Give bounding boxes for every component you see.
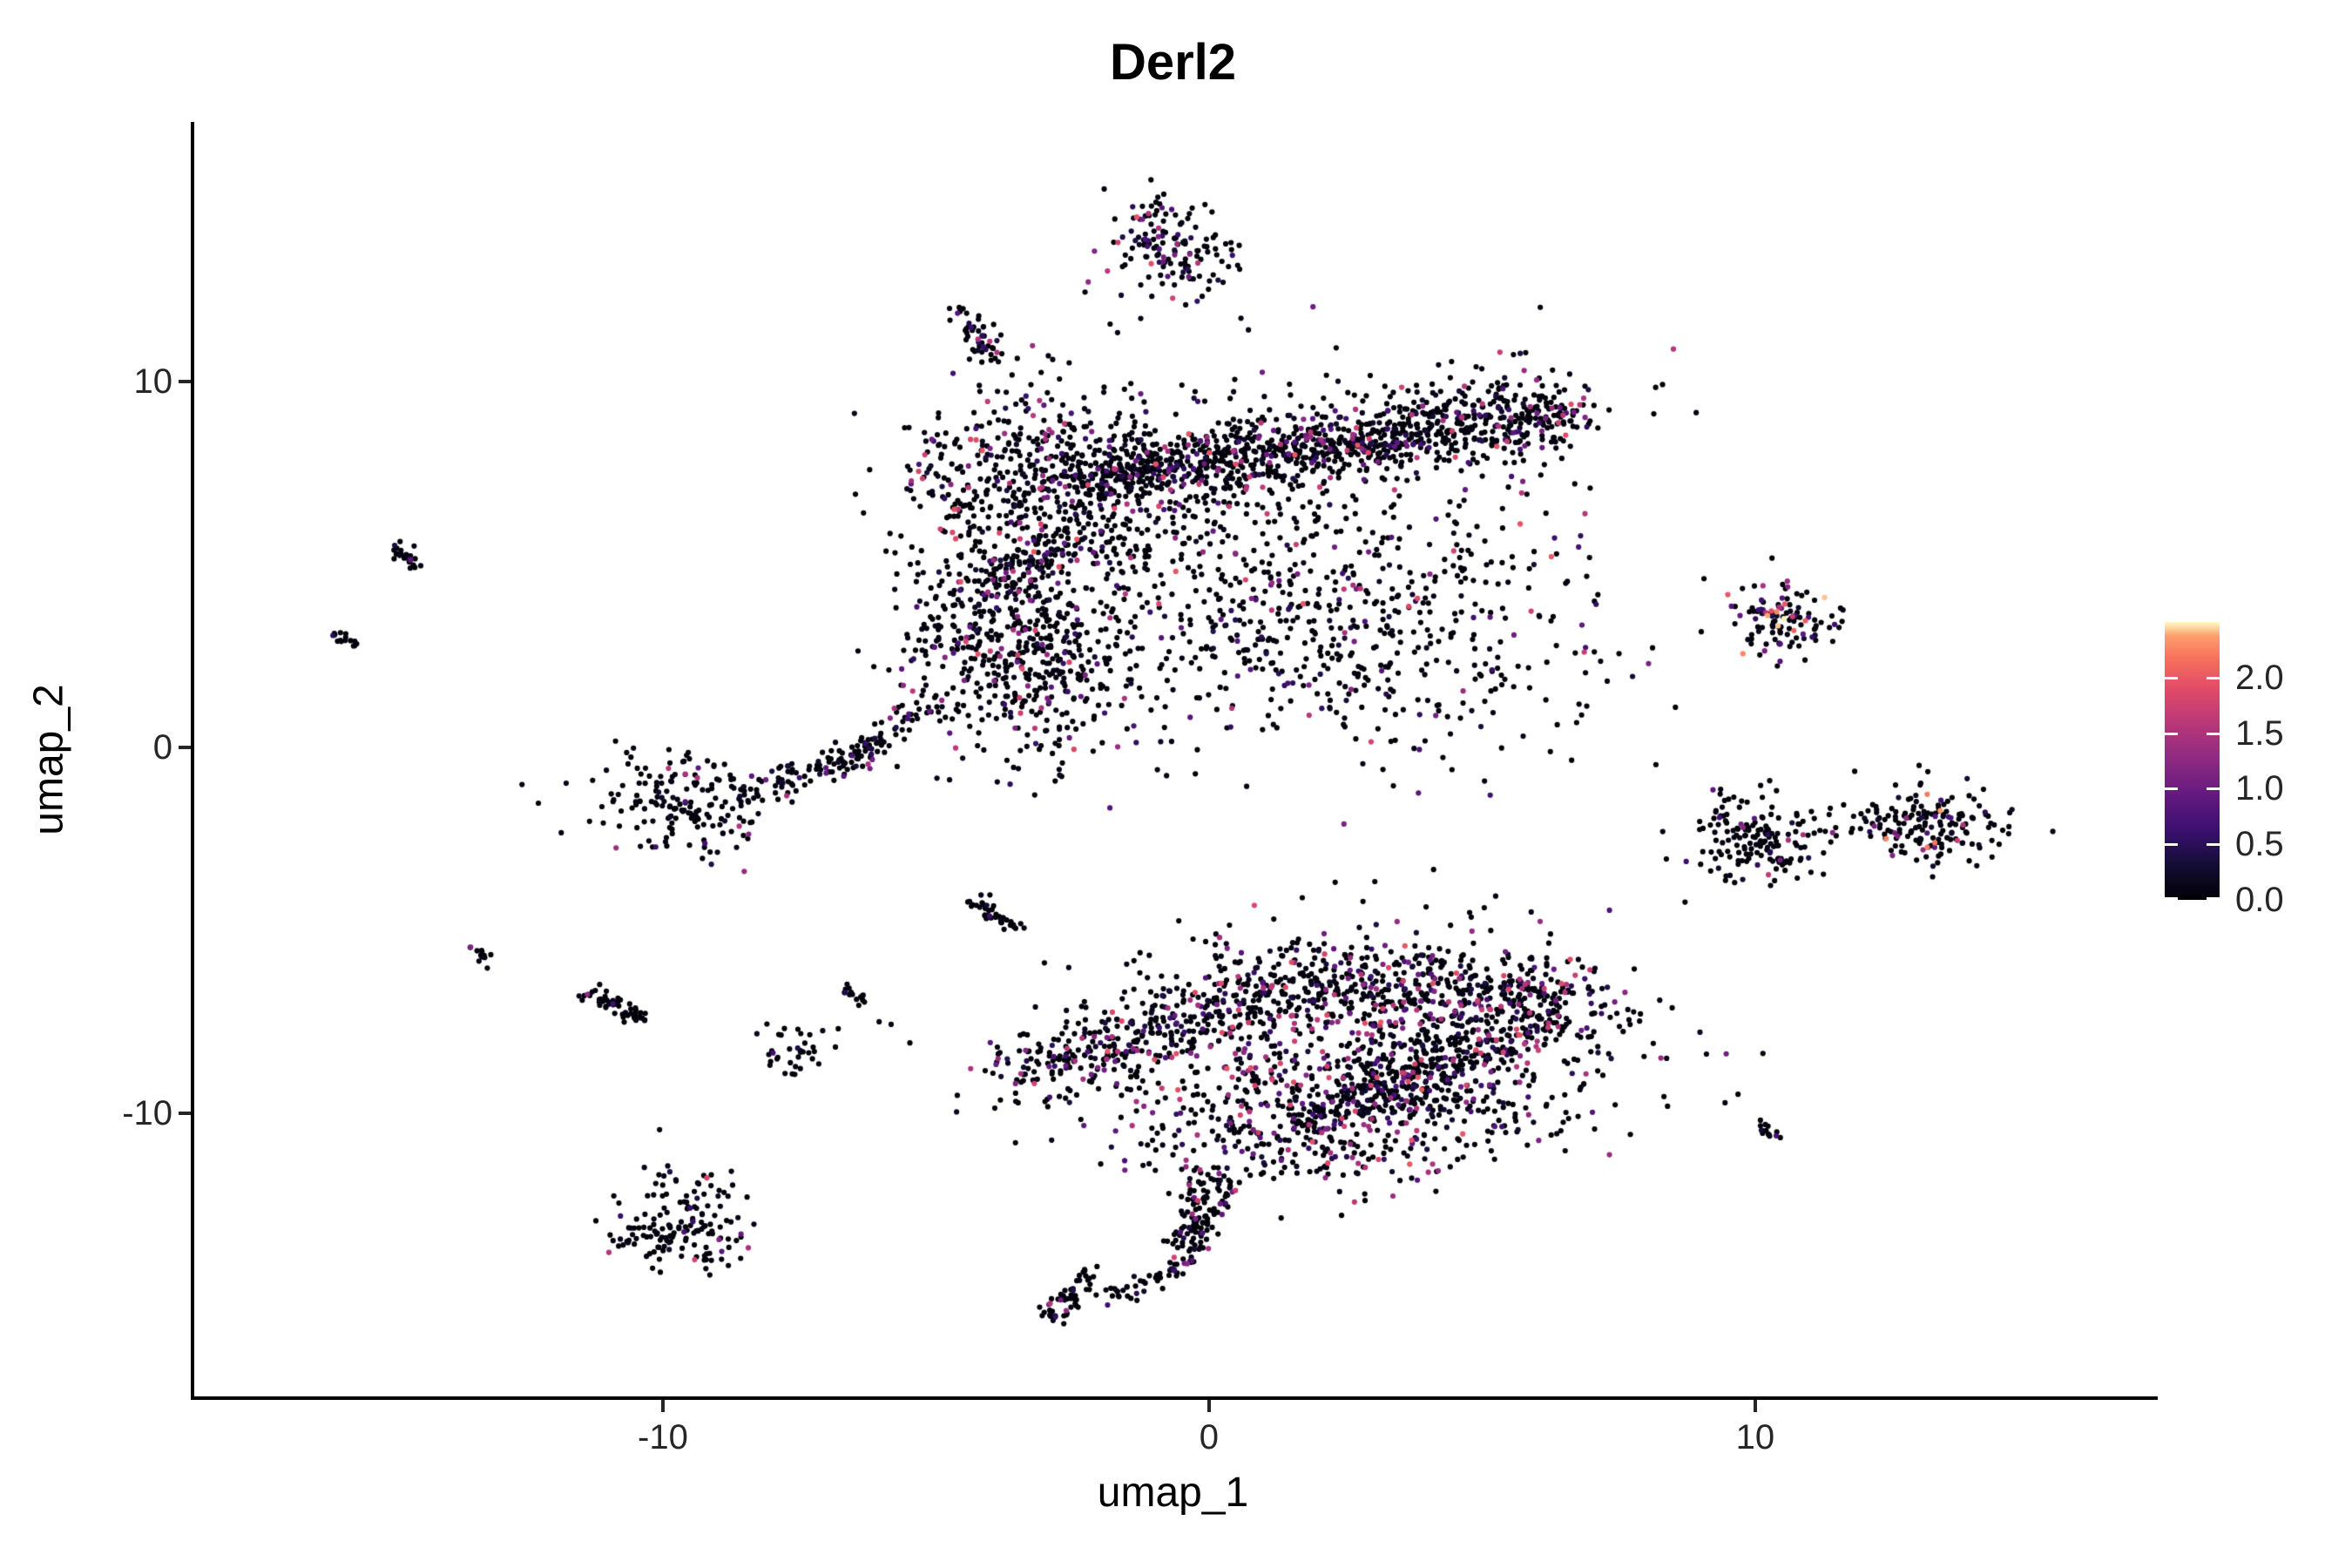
y-tick-label: 0	[152, 728, 172, 767]
x-axis-line	[191, 1396, 2158, 1400]
colorbar-tick-mark	[2165, 676, 2178, 679]
x-tick-label: -10	[638, 1418, 688, 1456]
colorbar-tick-label: 1.5	[2235, 713, 2284, 753]
colorbar-tick-mark	[2207, 787, 2220, 791]
colorbar-tick-mark	[2207, 732, 2220, 735]
y-tick-mark	[179, 380, 191, 384]
x-tick-label: 10	[1735, 1418, 1775, 1456]
colorbar-tick-mark	[2207, 897, 2220, 900]
colorbar-tick-label: 0.5	[2235, 825, 2284, 864]
plot-panel	[194, 124, 2152, 1396]
plot-title: Derl2	[1109, 34, 1237, 91]
x-tick-mark	[1753, 1400, 1757, 1412]
y-tick-label: 10	[133, 362, 173, 402]
colorbar-gradient	[2165, 622, 2220, 900]
x-axis-title: umap_1	[1097, 1470, 1249, 1516]
colorbar-tick-mark	[2165, 732, 2178, 735]
colorbar-tick-mark	[2207, 676, 2220, 679]
x-tick-mark	[1206, 1400, 1211, 1412]
scatter-canvas	[194, 124, 2152, 1396]
colorbar-tick-mark	[2165, 897, 2178, 900]
colorbar-tick-label: 2.0	[2235, 658, 2284, 697]
y-tick-mark	[179, 746, 191, 749]
colorbar-tick-mark	[2165, 787, 2178, 791]
x-tick-mark	[660, 1400, 665, 1412]
y-axis-line	[191, 122, 194, 1400]
y-tick-mark	[179, 1111, 191, 1115]
y-tick-label: -10	[122, 1093, 172, 1132]
colorbar-tick-mark	[2207, 843, 2220, 847]
x-tick-label: 0	[1199, 1418, 1219, 1456]
colorbar-tick-mark	[2165, 843, 2178, 847]
colorbar-tick-label: 1.0	[2235, 769, 2284, 808]
colorbar-tick-label: 0.0	[2235, 881, 2284, 919]
